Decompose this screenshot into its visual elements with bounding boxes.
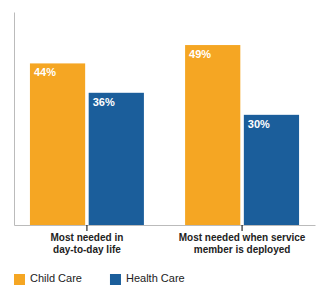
x-tick-label-line: Most needed in <box>51 232 124 243</box>
legend-label: Health Care <box>126 272 185 284</box>
data-label: 36% <box>93 96 115 108</box>
bar <box>185 45 240 225</box>
bar <box>89 93 144 225</box>
data-label: 30% <box>248 118 270 130</box>
x-tick-mark <box>242 225 243 231</box>
x-tick: Most needed inday-to-day life <box>51 225 124 255</box>
x-tick-label-line: member is deployed <box>194 244 291 255</box>
x-tick-label-line: Most needed when service <box>179 232 306 243</box>
x-axis: Most needed inday-to-day lifeMost needed… <box>15 225 316 255</box>
y-axis-line <box>14 13 15 226</box>
x-tick-label: Most needed when servicemember is deploy… <box>179 232 306 255</box>
plot: 44% 49% 36% 30% Most needed inday-to-day lif… <box>15 13 316 256</box>
x-tick-mark <box>86 225 87 231</box>
legend-label: Child Care <box>30 272 82 284</box>
data-label: 44% <box>34 66 56 78</box>
x-tick-label-line: day-to-day life <box>53 244 121 255</box>
data-labels: 44% 49% 36% 30% <box>34 48 270 130</box>
data-label: 49% <box>189 48 211 60</box>
bar <box>30 63 85 225</box>
legend-item: Health Care <box>110 272 185 285</box>
x-tick: Most needed when servicemember is deploy… <box>179 225 306 255</box>
bar <box>244 115 299 225</box>
legend: Child Care Health Care <box>14 272 185 285</box>
x-tick-label: Most needed inday-to-day life <box>51 232 124 255</box>
legend-item: Child Care <box>14 272 82 285</box>
legend-swatch <box>14 274 25 285</box>
x-axis-line <box>15 225 316 226</box>
bars <box>30 45 299 225</box>
chart: 44% 49% 36% 30% Most needed inday-to-day lif… <box>0 0 325 297</box>
legend-swatch <box>110 274 121 285</box>
y-axis <box>14 13 15 226</box>
